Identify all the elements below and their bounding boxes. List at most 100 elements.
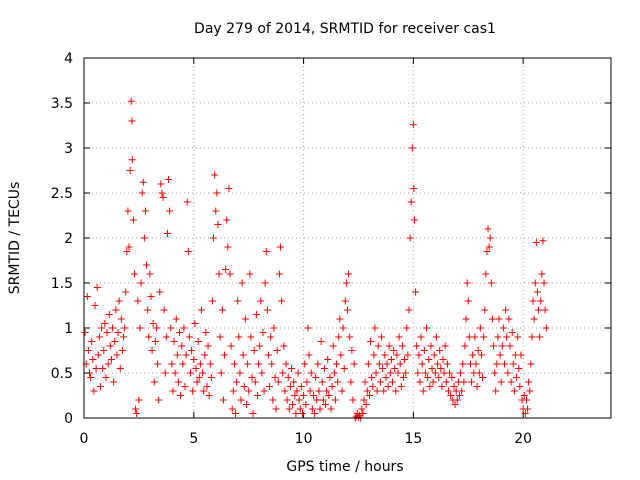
- data-point: [425, 356, 433, 363]
- data-point: [237, 396, 245, 404]
- data-point: [329, 342, 337, 350]
- data-point: [346, 333, 354, 341]
- data-point: [170, 338, 178, 345]
- data-point: [229, 387, 237, 395]
- data-point: [236, 369, 244, 377]
- data-point: [542, 324, 550, 332]
- data-point: [221, 351, 229, 359]
- data-point: [184, 248, 192, 255]
- data-point: [290, 378, 298, 386]
- data-point: [144, 306, 152, 314]
- data-point: [186, 369, 194, 377]
- data-point: [257, 297, 265, 305]
- data-point: [234, 297, 242, 305]
- data-point: [365, 392, 373, 399]
- axis-ticks: [83, 57, 611, 419]
- data-point: [307, 369, 315, 377]
- data-point: [455, 392, 463, 399]
- data-point: [146, 270, 154, 278]
- data-point: [193, 378, 201, 386]
- data-point: [121, 324, 129, 332]
- data-point: [286, 383, 294, 390]
- y-tick-label: 2: [64, 231, 73, 247]
- data-point: [244, 360, 252, 368]
- data-point: [235, 333, 243, 341]
- data-point: [190, 356, 198, 363]
- data-point: [443, 360, 451, 368]
- data-point: [525, 378, 533, 386]
- data-point: [408, 144, 416, 152]
- data-point: [171, 369, 179, 377]
- data-point: [122, 288, 130, 296]
- data-point: [451, 401, 459, 408]
- data-point: [503, 333, 511, 341]
- data-point: [95, 333, 103, 341]
- data-point: [303, 378, 311, 386]
- data-point: [423, 324, 431, 332]
- data-point: [223, 216, 231, 224]
- data-point: [105, 311, 113, 318]
- data-point: [493, 360, 501, 368]
- data-point: [200, 387, 208, 395]
- y-tick-label: 0.5: [51, 366, 73, 382]
- data-point: [127, 97, 135, 105]
- data-point: [151, 338, 159, 345]
- data-point: [376, 378, 384, 386]
- data-point: [167, 324, 175, 332]
- data-point: [419, 387, 427, 395]
- data-point: [412, 288, 420, 296]
- data-point: [420, 347, 428, 354]
- data-point: [212, 207, 220, 215]
- data-point: [445, 387, 453, 395]
- data-point: [330, 369, 338, 377]
- data-point: [258, 369, 266, 377]
- data-point: [158, 189, 166, 197]
- data-point: [227, 342, 235, 350]
- data-point: [347, 378, 355, 386]
- data-point: [277, 243, 285, 251]
- data-point: [163, 230, 171, 237]
- data-point: [502, 306, 510, 314]
- data-point: [491, 369, 499, 377]
- data-point: [196, 360, 204, 368]
- data-point: [104, 360, 112, 368]
- data-point: [185, 333, 193, 341]
- y-tick-label: 0: [64, 411, 73, 427]
- x-tick-label: 0: [80, 431, 89, 447]
- data-point: [160, 306, 168, 314]
- data-point: [111, 338, 119, 345]
- data-point: [91, 302, 99, 309]
- data-point: [386, 369, 394, 377]
- data-point: [133, 410, 141, 417]
- data-point: [427, 342, 435, 350]
- data-point: [453, 396, 461, 404]
- data-point: [474, 347, 482, 354]
- data-point: [402, 369, 410, 377]
- data-point: [436, 347, 444, 354]
- data-point: [537, 297, 545, 305]
- data-point: [273, 347, 281, 354]
- data-point: [541, 306, 549, 314]
- data-point: [291, 392, 299, 399]
- data-point: [499, 324, 507, 332]
- data-point: [331, 396, 339, 404]
- data-point: [484, 225, 492, 233]
- data-point: [334, 378, 342, 386]
- data-point: [134, 297, 142, 305]
- data-point: [152, 324, 160, 332]
- data-point: [259, 329, 267, 336]
- data-point: [508, 329, 516, 336]
- data-point: [409, 121, 417, 129]
- data-point: [154, 360, 162, 368]
- data-point: [205, 392, 213, 399]
- data-point: [363, 387, 371, 395]
- data-point: [535, 306, 543, 314]
- data-point: [123, 248, 131, 255]
- data-point: [156, 288, 164, 296]
- data-point: [404, 351, 412, 359]
- data-point: [395, 333, 403, 341]
- data-point: [316, 405, 324, 413]
- data-point: [113, 351, 121, 359]
- data-point: [106, 342, 114, 350]
- data-point: [100, 347, 108, 354]
